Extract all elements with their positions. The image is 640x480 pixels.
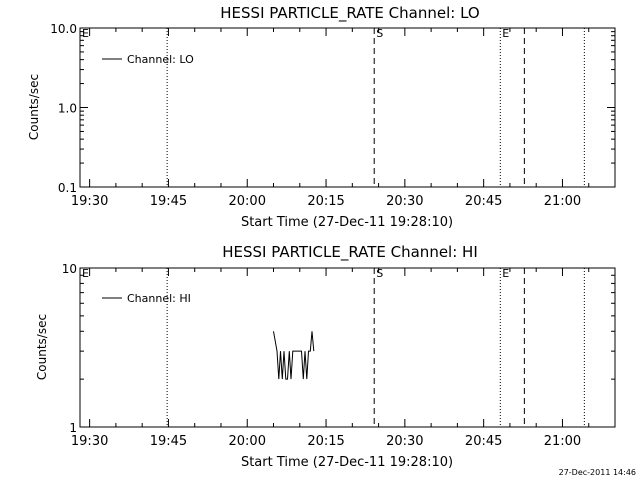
lo-y-tick-label: 10.0 (50, 22, 77, 36)
hi-event-label: S (376, 267, 383, 280)
lo-x-tick-label: 20:00 (229, 194, 266, 209)
hi-plot-area: 1 10 19:30 19:45 20:00 20:15 20:30 20:45 21:00 E S… (62, 262, 616, 449)
lo-x-tick-label: 19:45 (150, 194, 187, 209)
hi-x-tick-label: 19:45 (150, 434, 187, 449)
footer-timestamp: 27-Dec-2011 14:46 (559, 468, 636, 477)
lo-event-label: E (82, 27, 89, 40)
hi-y-tick-label: 1 (69, 421, 77, 435)
hi-series-line (273, 331, 315, 380)
hi-x-tick-label: 20:45 (465, 434, 502, 449)
lo-x-tick-label: 21:00 (544, 194, 581, 209)
lo-y-tick-label: 0.1 (58, 181, 77, 195)
lo-x-tick-label: 20:15 (307, 194, 344, 209)
lo-x-tick-label: 19:30 (71, 194, 108, 209)
hi-legend-label: Channel: HI (127, 292, 191, 305)
hi-chart-title: HESSI PARTICLE_RATE Channel: HI (222, 243, 478, 262)
lo-x-axis-label: Start Time (27-Dec-11 19:28:10) (241, 215, 453, 230)
hi-event-label: E (502, 267, 509, 280)
lo-chart-title: HESSI PARTICLE_RATE Channel: LO (220, 4, 479, 23)
hi-event-label: E (82, 267, 89, 280)
lo-legend-label: Channel: LO (127, 53, 194, 66)
lo-y-axis-label: Counts/sec (27, 74, 41, 140)
hi-x-tick-label: 19:30 (71, 434, 108, 449)
hi-x-tick-label: 21:00 (544, 434, 581, 449)
lo-legend: Channel: LO (102, 53, 194, 66)
hi-axis-frame (79, 267, 616, 428)
lo-event-label: E (502, 27, 509, 40)
hi-y-axis-label: Counts/sec (35, 314, 49, 380)
lo-x-tick-label: 20:30 (386, 194, 423, 209)
hi-y-tick-label: 10 (62, 262, 77, 276)
hi-x-tick-label: 20:00 (229, 434, 266, 449)
lo-y-tick-label: 1.0 (58, 102, 77, 116)
lo-event-label: S (376, 27, 383, 40)
hi-x-tick-label: 20:15 (307, 434, 344, 449)
lo-x-tick-label: 20:45 (465, 194, 502, 209)
hi-x-tick-label: 20:30 (386, 434, 423, 449)
hi-legend: Channel: HI (102, 292, 191, 305)
hi-x-axis-label: Start Time (27-Dec-11 19:28:10) (241, 455, 453, 470)
lo-plot-area: 0.1 1.0 10.0 19:30 19:45 20:00 20:15 20:30 20:45… (50, 22, 616, 209)
